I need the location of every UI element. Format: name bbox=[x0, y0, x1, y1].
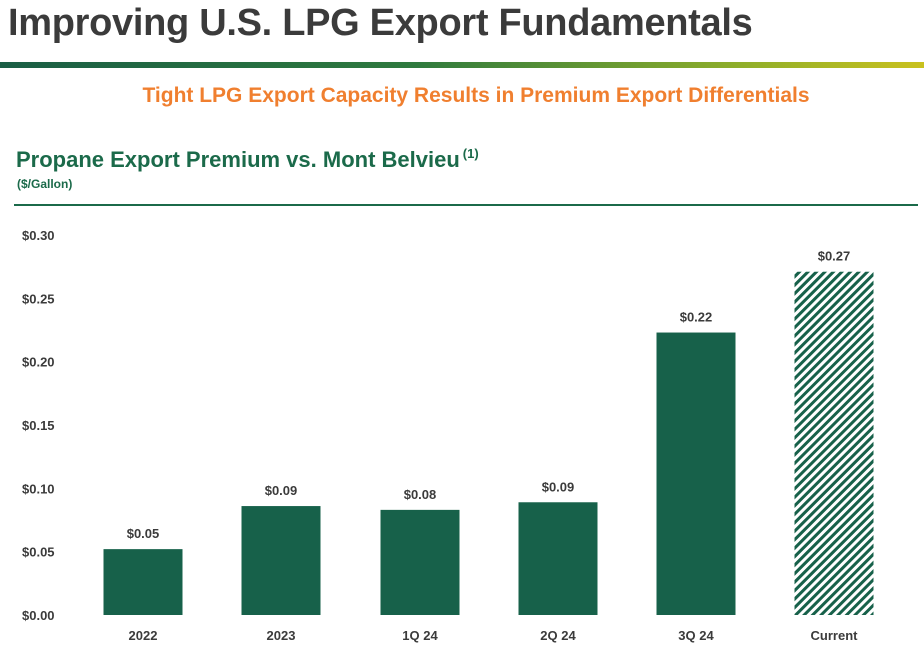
chart-title: Propane Export Premium vs. Mont Belvieu(… bbox=[16, 146, 479, 173]
bar-current bbox=[794, 271, 874, 615]
title-divider bbox=[0, 62, 924, 68]
y-tick-label: $0.30 bbox=[22, 228, 55, 243]
x-tick-label: Current bbox=[811, 628, 859, 643]
bars-group: $0.05 $0.09 $0.08 $0.09 $0.22 $0.27 bbox=[103, 249, 874, 615]
page-subtitle: Tight LPG Export Capacity Results in Pre… bbox=[142, 84, 810, 107]
bar-value-label: $0.27 bbox=[818, 249, 851, 264]
x-tick-label: 2Q 24 bbox=[540, 628, 576, 643]
x-tick-label: 1Q 24 bbox=[402, 628, 438, 643]
y-tick-label: $0.00 bbox=[22, 608, 55, 623]
bar-value-label: $0.22 bbox=[680, 310, 713, 325]
y-axis: $0.00 $0.05 $0.10 $0.15 $0.20 $0.25 $0.30 bbox=[22, 228, 55, 623]
chart-title-footnote: (1) bbox=[462, 146, 479, 161]
bar-2q-24 bbox=[518, 502, 598, 615]
x-axis: 2022 2023 1Q 24 2Q 24 3Q 24 Current bbox=[129, 628, 859, 643]
bar-value-label: $0.08 bbox=[404, 487, 437, 502]
chart-title-text: Propane Export Premium vs. Mont Belvieu bbox=[16, 147, 460, 172]
bar-2022 bbox=[103, 549, 183, 615]
bar-2023 bbox=[241, 506, 321, 615]
x-tick-label: 3Q 24 bbox=[678, 628, 714, 643]
page-title: Improving U.S. LPG Export Fundamentals bbox=[8, 2, 753, 44]
bar-value-label: $0.09 bbox=[265, 483, 298, 498]
bar-3q-24 bbox=[656, 332, 736, 615]
y-tick-label: $0.15 bbox=[22, 418, 55, 433]
x-tick-label: 2023 bbox=[267, 628, 296, 643]
chart-units-label: ($/Gallon) bbox=[17, 177, 73, 191]
bar-value-label: $0.05 bbox=[127, 526, 160, 541]
bar-1q-24 bbox=[380, 509, 460, 615]
y-tick-label: $0.25 bbox=[22, 291, 55, 306]
chart-divider bbox=[14, 204, 918, 206]
y-tick-label: $0.10 bbox=[22, 481, 55, 496]
bar-value-label: $0.09 bbox=[542, 479, 575, 494]
y-tick-label: $0.20 bbox=[22, 355, 55, 370]
y-tick-label: $0.05 bbox=[22, 545, 55, 560]
x-tick-label: 2022 bbox=[129, 628, 158, 643]
